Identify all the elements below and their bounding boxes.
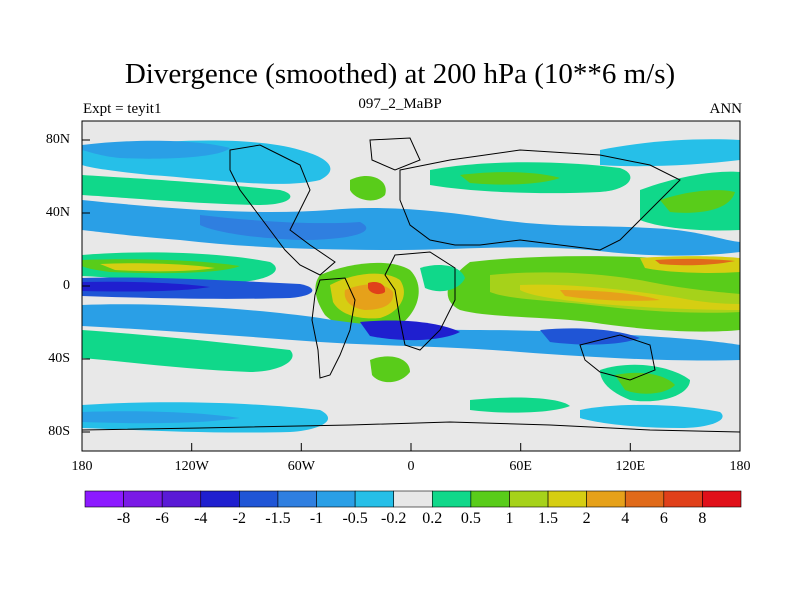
x-tick-label: 60W: [287, 459, 315, 474]
australia-outline: [579, 334, 656, 381]
eurasia-divergence-core: [460, 172, 560, 185]
colorbar-swatch: [161, 490, 202, 508]
run-label: 097_2_MaBP: [358, 96, 442, 112]
south-indian-high-lat-divergence: [470, 397, 570, 413]
north-atlantic-divergence: [350, 175, 386, 201]
tropical-divergence-band-east-peak: [560, 290, 660, 301]
experiment-label: Expt = teyit1: [83, 101, 162, 117]
subtropical-north-convergence: [82, 200, 740, 256]
north-pacific-convergence: [600, 139, 740, 167]
indian-ocean-divergence: [420, 265, 465, 292]
y-tick-label: 0: [63, 278, 70, 293]
north-convergence-core: [82, 140, 230, 159]
continent-outlines: [81, 137, 741, 433]
eurasia-outline: [399, 149, 681, 251]
colorbar-tick-label: -4: [194, 510, 208, 527]
colorbar-swatch: [702, 490, 742, 508]
y-tick-label: 40N: [45, 205, 70, 220]
x-tick-marks: [81, 443, 741, 451]
y-tick-label: 40S: [48, 351, 70, 366]
north-pacific-divergence-core: [660, 190, 735, 213]
y-tick-label: 80N: [45, 132, 70, 147]
colorbar-tick-label: -1: [309, 510, 324, 527]
season-label: ANN: [709, 101, 743, 117]
colorbar-swatch: [586, 490, 626, 508]
africa-outline: [384, 251, 456, 351]
y-tick-label: 80S: [48, 424, 70, 439]
south-high-lat-convergence-core: [82, 411, 240, 424]
north-midlat-divergence: [82, 175, 291, 205]
colorbar-swatch: [84, 490, 124, 508]
colorbar-tick-label: -1.5: [265, 510, 291, 527]
south-midlat-divergence: [82, 330, 293, 372]
colorbar-tick-label: 8: [698, 510, 707, 527]
colorbar-tick-label: 6: [659, 510, 668, 527]
colorbar-swatch: [393, 490, 433, 508]
contour-field: [82, 121, 740, 451]
colorbar-swatch: [509, 490, 549, 508]
colorbar-swatch: [239, 490, 279, 508]
colorbar-swatch: [123, 490, 163, 508]
y-tick-marks: [82, 139, 90, 433]
colorbar-tick-label: -6: [155, 510, 169, 527]
colorbar-swatch: [663, 490, 703, 508]
colorbar-swatch: [354, 490, 395, 508]
subtropical-north-convergence-core: [200, 215, 367, 240]
chart-title: Divergence (smoothed) at 200 hPa (10**6 …: [124, 58, 676, 90]
colorbar-tick-label: 0.2: [422, 510, 443, 527]
antarctica-outline: [81, 421, 741, 433]
x-tick-label: 0: [407, 459, 415, 474]
equatorial-convergence-core: [82, 281, 210, 292]
colorbar-tick-label: 4: [621, 510, 630, 527]
tropical-divergence-band-west-core: [100, 263, 215, 272]
colorbar-swatch: [200, 490, 240, 508]
colorbar-tick-label: -0.2: [381, 510, 407, 527]
west-pacific-divergence-core: [655, 258, 735, 266]
colorbar-tick-label: 2: [582, 510, 591, 527]
north-america-outline: [229, 144, 336, 276]
x-tick-label: 120E: [615, 459, 646, 474]
colorbar-tick-label: 0.5: [460, 510, 481, 527]
colorbar-swatch: [624, 490, 665, 508]
x-tick-label: 120W: [174, 459, 209, 474]
colorbar-tick-label: -2: [232, 510, 246, 527]
colorbar-swatch: [431, 490, 472, 508]
south-atlantic-divergence: [370, 356, 410, 383]
colorbar-tick-label: 1.5: [538, 510, 559, 527]
south-america-outline: [311, 277, 356, 379]
x-tick-label: 180: [729, 459, 751, 474]
subtropical-convergence-south-indian: [540, 328, 640, 345]
colorbar-swatch: [547, 490, 587, 508]
colorbar-tick-label: 1: [505, 510, 514, 527]
x-tick-label: 60E: [509, 459, 532, 474]
x-tick-label: 180: [71, 459, 93, 474]
colorbar-swatch: [316, 490, 356, 508]
south-america-africa-divergence-peak: [368, 282, 386, 295]
colorbar-tick-label: -8: [116, 510, 131, 527]
colorbar-swatch: [277, 490, 317, 508]
greenland-outline: [369, 137, 421, 171]
south-pacific-high-lat-convergence: [580, 404, 723, 428]
colorbar: [84, 490, 742, 508]
south-pacific-divergence-core: [615, 372, 675, 394]
colorbar-swatch: [470, 490, 510, 508]
colorbar-tick-label: -0.5: [342, 510, 368, 527]
